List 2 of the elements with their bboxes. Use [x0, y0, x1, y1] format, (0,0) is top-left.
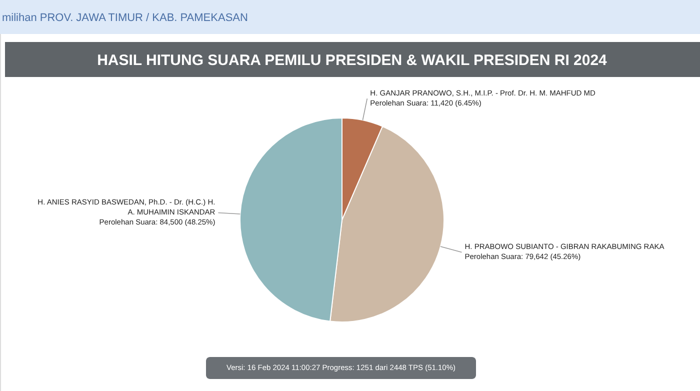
chart-title: HASIL HITUNG SUARA PEMILU PRESIDEN & WAKIL PRESIDEN RI 2024 — [97, 52, 608, 69]
text: milihan PROV. JAWA TIMUR / KAB. PAMEKASAN — [2, 12, 248, 24]
